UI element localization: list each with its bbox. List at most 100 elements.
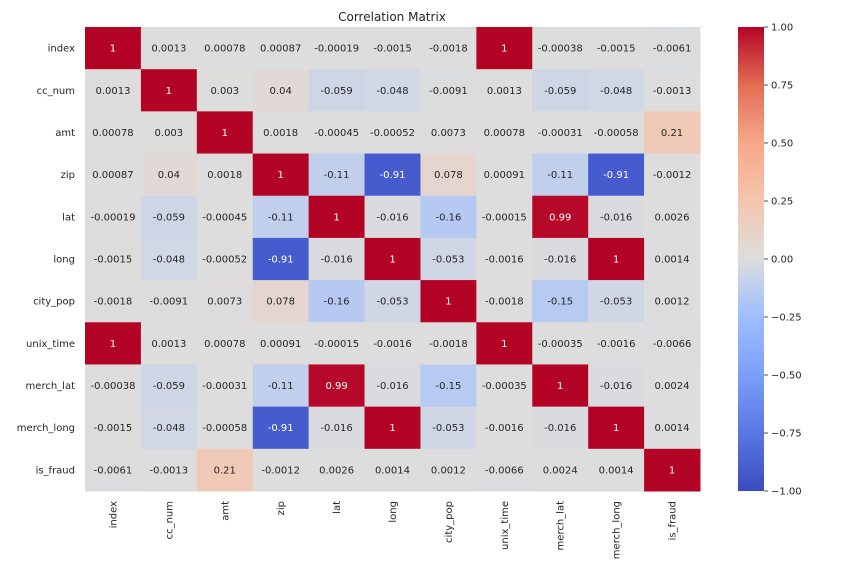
cell-label-amt-merch_long: -0.00058 xyxy=(594,128,639,139)
cell-label-merch_long-amt: -0.00058 xyxy=(202,423,247,434)
heatmap-cell-zip-unix_time xyxy=(476,153,533,197)
heatmap-cell-merch_long-index xyxy=(85,406,142,450)
cell-label-city_pop-lat: -0.16 xyxy=(324,297,350,308)
heatmap-cell-merch_long-long xyxy=(364,406,421,450)
heatmap-cell-merch_long-cc_num xyxy=(140,406,198,450)
heatmap-cell-lat-zip xyxy=(252,195,310,239)
cell-label-lat-unix_time: -0.00015 xyxy=(482,212,527,223)
heatmap-cell-lat-unix_time xyxy=(476,195,533,239)
cell-label-index-index: 1 xyxy=(110,44,116,55)
heatmap-cell-merch_long-is_fraud xyxy=(644,406,701,450)
heatmap-cell-amt-unix_time xyxy=(476,111,533,155)
y-tick-label-city_pop: city_pop xyxy=(33,297,75,308)
cell-label-is_fraud-unix_time: -0.0066 xyxy=(485,465,524,476)
cell-label-unix_time-lat: -0.00015 xyxy=(314,339,359,350)
heatmap-cell-amt-lat xyxy=(308,111,366,155)
heatmap-cell-amt-cc_num xyxy=(140,111,198,155)
colorbar-tick-label: 1.00 xyxy=(771,23,793,34)
cell-label-long-amt: -0.00052 xyxy=(202,255,247,266)
heatmap-cell-cc_num-merch_long xyxy=(588,69,645,112)
cell-label-city_pop-amt: 0.0073 xyxy=(207,297,242,308)
heatmap-cell-unix_time-unix_time xyxy=(476,322,533,365)
cell-label-zip-cc_num: 0.04 xyxy=(158,170,180,181)
cell-label-cc_num-index: 0.0013 xyxy=(95,86,130,97)
y-tick-label-lat: lat xyxy=(62,212,75,223)
cell-label-is_fraud-amt: 0.21 xyxy=(214,465,236,476)
colorbar-tick-label: −0.50 xyxy=(771,371,802,382)
heatmap-cell-lat-lat xyxy=(308,195,366,239)
heatmap-cell-lat-city_pop xyxy=(420,195,477,239)
cell-label-index-cc_num: 0.0013 xyxy=(151,44,186,55)
heatmap-cell-index-long xyxy=(364,27,421,70)
colorbar-ticks: 1.00 0.75 0.50 0.25 0.00 −0.25 −0.50 −0.75 −1.00 xyxy=(764,23,802,498)
cell-label-cc_num-lat: -0.059 xyxy=(320,86,352,97)
colorbar-tick-label: 0.50 xyxy=(771,139,793,150)
x-tick-label-unix_time: unix_time xyxy=(500,501,511,550)
y-tick-label-unix_time: unix_time xyxy=(26,339,75,350)
cell-label-cc_num-merch_long: -0.048 xyxy=(600,86,632,97)
cell-label-merch_lat-lat: 0.99 xyxy=(325,381,347,392)
heatmap-cell-merch_lat-index xyxy=(85,364,142,408)
heatmap-cell-lat-long xyxy=(364,195,421,239)
heatmap-cell-unix_time-merch_lat xyxy=(532,322,589,365)
cell-label-lat-is_fraud: 0.0026 xyxy=(655,212,690,223)
heatmap-cell-index-index xyxy=(85,27,142,70)
heatmap-cell-long-cc_num xyxy=(140,237,198,281)
heatmap-cell-cc_num-amt xyxy=(196,69,254,112)
cell-label-city_pop-index: -0.0018 xyxy=(94,297,133,308)
colorbar-tick-label: 0.00 xyxy=(771,255,793,266)
heatmap-cell-is_fraud-unix_time xyxy=(476,448,533,492)
cell-label-index-zip: 0.00087 xyxy=(260,44,301,55)
cell-label-amt-unix_time: 0.00078 xyxy=(484,128,525,139)
cell-label-zip-merch_long: -0.91 xyxy=(603,170,629,181)
x-tick-label-lat: lat xyxy=(332,501,343,514)
heatmap-cell-city_pop-lat xyxy=(308,280,366,323)
heatmap-cell-merch_long-lat xyxy=(308,406,366,450)
cell-label-lat-lat: 1 xyxy=(333,212,339,223)
heatmap-cell-long-zip xyxy=(252,237,310,281)
cell-label-index-lat: -0.00019 xyxy=(314,44,359,55)
cell-label-long-zip: -0.91 xyxy=(268,255,294,266)
cell-label-index-unix_time: 1 xyxy=(501,44,507,55)
heatmap-cell-city_pop-cc_num xyxy=(140,280,198,323)
cell-label-zip-index: 0.00087 xyxy=(92,170,133,181)
heatmap-cell-unix_time-amt xyxy=(196,322,254,365)
cell-label-long-merch_lat: -0.016 xyxy=(544,255,576,266)
y-tick-label-long: long xyxy=(53,255,75,266)
cell-label-is_fraud-city_pop: 0.0012 xyxy=(431,465,466,476)
heatmap-cell-index-amt xyxy=(196,27,254,70)
heatmap-cell-lat-merch_lat xyxy=(532,195,589,239)
heatmap-cell-amt-amt xyxy=(196,111,254,155)
heatmap-cell-long-amt xyxy=(196,237,254,281)
heatmap-cell-merch_long-merch_long xyxy=(588,406,645,450)
cell-label-merch_long-merch_lat: -0.016 xyxy=(544,423,576,434)
heatmap-cell-unix_time-lat xyxy=(308,322,366,365)
heatmap-cell-merch_lat-cc_num xyxy=(140,364,198,408)
cell-label-cc_num-merch_lat: -0.059 xyxy=(544,86,576,97)
heatmap-cell-index-lat xyxy=(308,27,366,70)
cell-label-merch_long-city_pop: -0.053 xyxy=(432,423,464,434)
cell-label-zip-lat: -0.11 xyxy=(324,170,350,181)
heatmap-cell-index-cc_num xyxy=(140,27,198,70)
heatmap-cell-merch_lat-lat xyxy=(308,364,366,408)
cell-label-merch_lat-zip: -0.11 xyxy=(268,381,294,392)
cell-label-long-cc_num: -0.048 xyxy=(153,255,185,266)
heatmap-cell-long-long xyxy=(364,237,421,281)
cell-label-long-merch_long: 1 xyxy=(613,255,619,266)
cell-label-is_fraud-is_fraud: 1 xyxy=(669,465,675,476)
heatmap-cell-merch_lat-amt xyxy=(196,364,254,408)
heatmap-cell-long-is_fraud xyxy=(644,237,701,281)
heatmap-cell-is_fraud-is_fraud xyxy=(644,448,701,492)
colorbar-tick-label: 0.75 xyxy=(771,81,793,92)
cell-label-lat-cc_num: -0.059 xyxy=(153,212,185,223)
cell-label-cc_num-cc_num: 1 xyxy=(166,86,172,97)
heatmap-cell-city_pop-index xyxy=(85,280,142,323)
cell-label-index-city_pop: -0.0018 xyxy=(429,44,468,55)
heatmap-cell-city_pop-long xyxy=(364,280,421,323)
cell-label-long-is_fraud: 0.0014 xyxy=(655,255,690,266)
heatmap-cell-is_fraud-lat xyxy=(308,448,366,492)
heatmap-cell-unix_time-index xyxy=(85,322,142,365)
heatmap-cell-amt-long xyxy=(364,111,421,155)
cell-label-unix_time-unix_time: 1 xyxy=(501,339,507,350)
